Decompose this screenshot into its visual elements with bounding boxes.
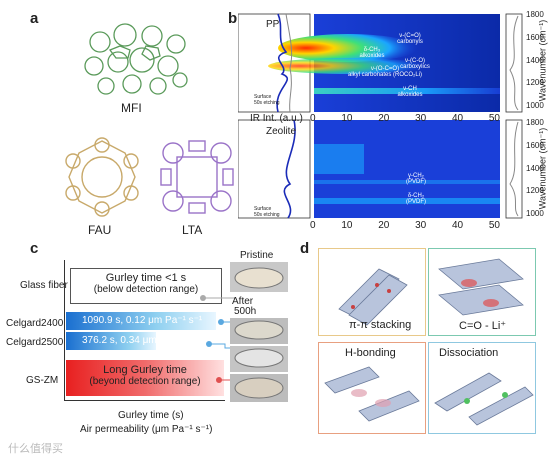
- co-li-title: C=O - Li⁺: [459, 320, 507, 332]
- ann-dch2-title: δ-CH₂: [407, 193, 425, 199]
- box-pi-stacking: π-π stacking: [318, 248, 426, 336]
- box-co-li: C=O - Li⁺: [428, 248, 536, 336]
- bottom-y-label: Wavenumber (cm⁻¹): [537, 127, 548, 210]
- glassfiber-box-title: Gurley time <1 s: [105, 272, 187, 284]
- ann-dch2-sub: (PVDF): [406, 199, 426, 205]
- mfi-label: MFI: [121, 101, 142, 115]
- bottom-legend-etching: 50s etching: [254, 212, 280, 218]
- top-y-ticks: 1800 1600 1400 1200 1000: [526, 10, 544, 110]
- top-legend-etching: 50s etching: [254, 100, 280, 106]
- bottom-legend-surface: Surface: [254, 206, 272, 212]
- photo-label-pristine: Pristine: [240, 250, 274, 261]
- h-bonding-illustration: [324, 366, 420, 422]
- glassfiber-box-sub: (below detection range): [93, 284, 199, 295]
- photo-label-500h: 500h: [234, 306, 257, 317]
- ann-co-sub: carbonyls: [397, 39, 423, 45]
- co-li-illustration: [438, 258, 524, 316]
- permeability-x-label: Air permeability (μm Pa⁻¹ s⁻¹): [80, 424, 213, 435]
- top-panel-label: PP: [266, 19, 280, 30]
- h-bonding-title: H-bonding: [345, 347, 396, 359]
- gszm-box-title: Long Gurley time: [103, 364, 187, 376]
- ann-gch2-sub: (PVDF): [406, 179, 426, 185]
- row-label-celgard2400: Celgard2400: [6, 318, 64, 329]
- pi-stacking-title: π-π stacking: [349, 319, 412, 331]
- row-label-celgard2500: Celgard2500: [6, 337, 64, 348]
- ann-co-title: ν-(C=O): [399, 33, 421, 39]
- bottom-x-ticks: 0 10 20 30 40 50: [310, 220, 500, 231]
- panel-c-label: c: [30, 240, 39, 257]
- box-h-bonding: H-bonding: [318, 342, 426, 434]
- lta-label: LTA: [182, 223, 203, 237]
- bottom-panel-label: Zeolite: [266, 126, 297, 137]
- fau-structure: [65, 137, 139, 217]
- sample-photos: [230, 262, 288, 402]
- celgard2500-value: 376.2 s, 0.34 μm Pa⁻¹ s⁻¹: [82, 335, 197, 346]
- dissociation-illustration: [434, 372, 534, 426]
- glassfiber-box: Gurley time <1 s (below detection range): [70, 268, 222, 304]
- ann-cocarb-sub: carboxylics: [400, 64, 430, 70]
- top-x-ticks: 0 10 20 30 40 50: [310, 113, 500, 124]
- gurley-chart-frame: [64, 260, 225, 401]
- gszm-box-sub: (beyond detection range): [89, 376, 201, 387]
- row-label-glassfiber: Glass fiber: [20, 280, 68, 291]
- celgard2400-bar: [66, 312, 216, 330]
- ann-oco-sub: alkyl carbonates (ROCO₂Li): [347, 72, 423, 78]
- pi-stacking-illustration: [338, 268, 408, 326]
- celgard2500-bar: [66, 332, 156, 350]
- ann-ch3-title: δ-CH₃: [363, 47, 381, 53]
- lta-structure: [160, 140, 234, 214]
- gurley-x-label: Gurley time (s): [118, 410, 184, 421]
- box-dissociation: Dissociation: [428, 342, 536, 434]
- top-x-label: IR Int. (a.u.): [250, 113, 303, 124]
- watermark-text: 什么值得买: [8, 443, 63, 455]
- panel-d-label: d: [300, 240, 310, 257]
- bottom-ir-spectrum-box: [238, 119, 311, 219]
- panel-b-label: b: [228, 10, 238, 27]
- ann-gch2-title: γ-CH₂: [408, 173, 424, 179]
- panel-a-label: a: [30, 10, 39, 27]
- top-legend-surface: Surface: [254, 94, 272, 100]
- ann-ch3-sub: alkoxides: [359, 53, 385, 59]
- photo-label-after: After: [232, 296, 254, 307]
- celgard2400-value: 1090.9 s, 0.12 μm Pa⁻¹ s⁻¹: [82, 315, 203, 326]
- ann-ch-sub: alkoxides: [397, 92, 423, 98]
- bottom-y-ticks: 1800 1600 1400 1200 1000: [526, 118, 544, 218]
- fau-label: FAU: [88, 223, 112, 237]
- row-label-gszm: GS-ZM: [26, 375, 59, 386]
- dissociation-title: Dissociation: [439, 347, 499, 359]
- ir-heatmap-figure: [238, 13, 523, 219]
- top-y-label: Wavenumber (cm⁻¹): [537, 19, 548, 102]
- ann-ch-title: ν-CH: [403, 86, 417, 92]
- mfi-structure: [84, 23, 188, 95]
- gszm-bar: Long Gurley time (beyond detection range…: [66, 360, 224, 396]
- ann-cocarb-title: ν-(C-O): [405, 58, 425, 64]
- ann-oco-title: ν-(O-C=O): [370, 66, 400, 72]
